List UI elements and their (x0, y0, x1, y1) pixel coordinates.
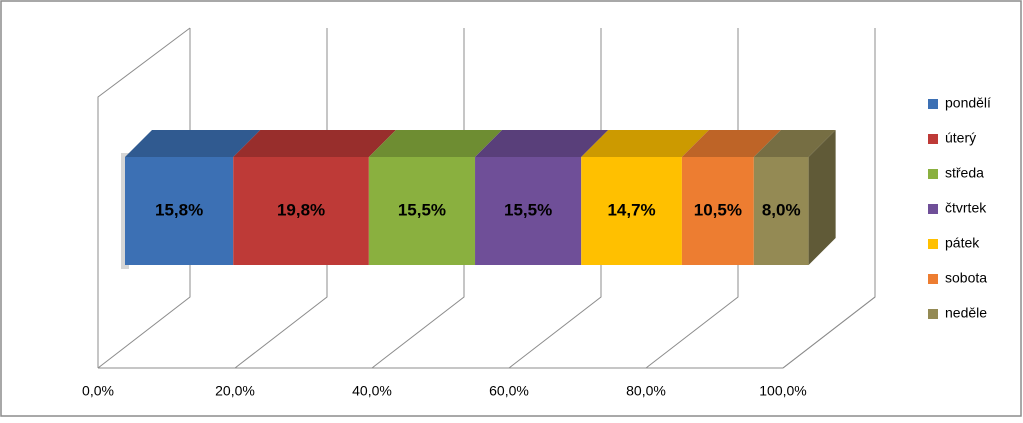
bar-side (808, 130, 836, 265)
left-wall (97, 27, 191, 368)
legend-swatch (928, 239, 938, 249)
legend-label: pátek (945, 235, 980, 251)
bar-top (753, 130, 836, 157)
legend-swatch (928, 134, 938, 144)
x-tick-label: 40,0% (352, 383, 392, 399)
legend-swatch (928, 169, 938, 179)
bar-top (233, 130, 396, 157)
legend-label: středa (945, 165, 984, 181)
legend-swatch (928, 204, 938, 214)
value-label: 10,5% (694, 200, 742, 219)
bar-top (681, 130, 781, 157)
grid-line (97, 28, 191, 369)
bar-top (475, 130, 609, 157)
legend-label: čtvrtek (945, 200, 987, 216)
bar-top (368, 130, 503, 157)
bar-top (125, 130, 261, 157)
bar (233, 157, 369, 265)
legend-label: úterý (945, 130, 976, 146)
legend-swatch (928, 309, 938, 319)
value-label: 14,7% (607, 200, 655, 219)
x-tick-label: 60,0% (489, 383, 529, 399)
x-tick-label: 80,0% (626, 383, 666, 399)
grid-line (645, 28, 739, 369)
value-label: 19,8% (277, 200, 325, 219)
x-tick-label: 20,0% (215, 383, 255, 399)
legend-swatch (928, 99, 938, 109)
legend-swatch (928, 274, 938, 284)
legend-label: neděle (945, 305, 987, 321)
value-label: 15,8% (155, 200, 203, 219)
grid-line (782, 28, 876, 369)
value-label: 15,5% (504, 200, 552, 219)
value-label: 15,5% (398, 200, 446, 219)
bar (368, 157, 476, 265)
x-tick-label: 0,0% (82, 383, 114, 399)
x-tick-label: 100,0% (759, 383, 806, 399)
grid-line (508, 28, 602, 369)
grid-line (234, 28, 328, 369)
bar-top (581, 130, 709, 157)
bar (125, 157, 234, 265)
bar (753, 157, 809, 265)
bar (681, 157, 754, 265)
bar (581, 157, 682, 265)
bar (475, 157, 582, 265)
value-label: 8,0% (762, 200, 801, 219)
legend-label: sobota (945, 270, 987, 286)
legend-label: pondělí (945, 95, 991, 111)
grid-line (371, 28, 465, 369)
